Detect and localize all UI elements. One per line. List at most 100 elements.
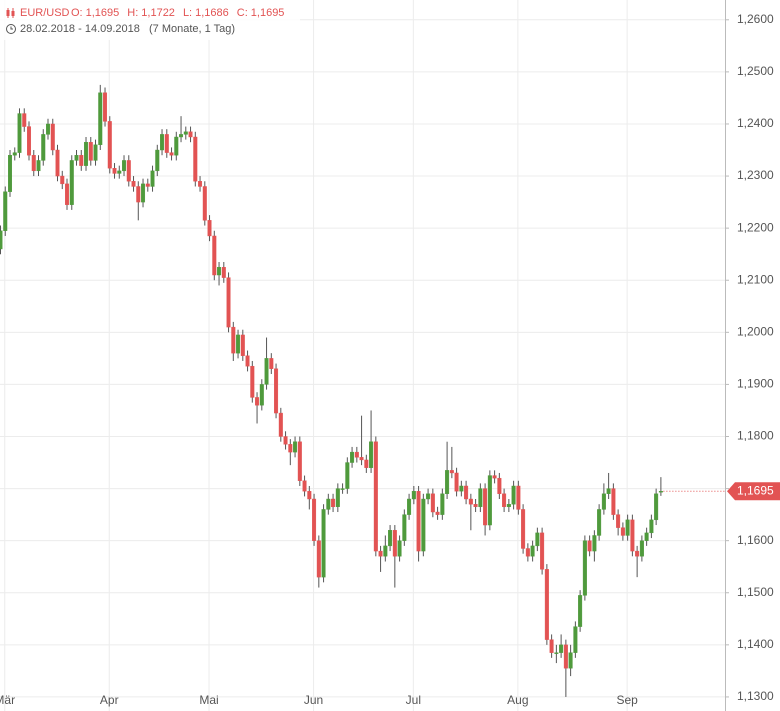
candle-body	[521, 509, 526, 549]
candle-body	[65, 183, 70, 205]
candle-body	[350, 451, 355, 463]
candle-body	[84, 141, 89, 166]
candle-body	[563, 644, 568, 669]
candle-body	[41, 134, 46, 161]
candle-body	[407, 498, 412, 515]
date-range: 28.02.2018 - 14.09.2018	[20, 23, 140, 35]
candle-body	[160, 134, 165, 151]
candle-body	[335, 488, 340, 508]
candle-body	[55, 149, 60, 177]
candle-body	[544, 569, 549, 640]
candle-body	[416, 490, 421, 552]
candle-body	[316, 540, 321, 578]
candle-body	[283, 436, 288, 445]
candle-body	[639, 540, 644, 557]
candle-body	[236, 334, 241, 354]
candle-body	[402, 514, 407, 541]
candle-body	[535, 532, 540, 547]
x-tick-label: Apr	[100, 693, 119, 707]
candle-body	[8, 155, 13, 192]
candle-body	[117, 170, 122, 174]
candle-body	[378, 550, 383, 557]
candle-body	[578, 595, 583, 627]
candle-body	[435, 511, 440, 515]
candle-body	[307, 490, 312, 500]
x-tick-label: Jul	[406, 693, 421, 707]
y-tick-label: 1,2600	[737, 12, 774, 26]
candle-body	[74, 155, 79, 161]
candle-body	[136, 186, 141, 203]
candle-body	[155, 149, 160, 172]
candle-body	[473, 504, 478, 508]
candle-body	[321, 509, 326, 578]
symbol: EUR/USD	[20, 7, 70, 19]
candle-body	[212, 235, 217, 276]
y-tick-label: 1,1800	[737, 429, 774, 443]
last-price-tag	[727, 482, 780, 501]
candle-body	[426, 493, 431, 500]
candle-body	[79, 155, 84, 166]
candle-body	[549, 639, 554, 653]
candle-body	[131, 181, 136, 187]
candle-body	[383, 545, 388, 557]
candle-body	[164, 134, 169, 153]
candle-body	[231, 326, 236, 354]
candle-body	[293, 441, 298, 453]
y-tick-label: 1,2300	[737, 168, 774, 182]
candle-body	[274, 368, 279, 414]
candle-body	[331, 498, 336, 508]
candle-body	[12, 152, 17, 156]
ohlc-value: 1,1695	[86, 7, 120, 19]
y-tick-label: 1,1300	[737, 689, 774, 703]
x-tick-label: Sep	[616, 693, 638, 707]
candle-body	[88, 141, 93, 161]
candle-body	[464, 485, 469, 500]
y-tick-label: 1,2400	[737, 116, 774, 130]
candle-body	[297, 441, 302, 481]
candle-body	[364, 459, 369, 468]
candle-body	[226, 277, 231, 328]
candle-body	[568, 652, 573, 669]
candle-body	[188, 131, 193, 138]
candle-body	[468, 498, 473, 505]
candle-body	[440, 493, 445, 515]
candle-body	[388, 530, 393, 547]
candle-body	[506, 504, 511, 508]
candle-body	[502, 493, 507, 508]
candle-body	[511, 485, 516, 505]
ohlc-label: C:	[237, 7, 248, 19]
candle-body	[573, 626, 578, 653]
duration: (7 Monate, 1 Tag)	[149, 23, 235, 35]
candle-body	[559, 644, 564, 653]
candle-body	[183, 131, 188, 135]
candle-body	[312, 498, 317, 541]
candle-body	[421, 498, 426, 552]
candle-body	[516, 485, 521, 510]
candle-body	[616, 514, 621, 528]
x-tick-label: Mär	[0, 693, 15, 707]
candle-body	[430, 493, 435, 513]
y-tick-label: 1,2100	[737, 272, 774, 286]
candle-body	[93, 144, 98, 161]
candle-body	[445, 470, 450, 494]
candle-body	[112, 168, 117, 174]
candle-body	[611, 488, 616, 515]
candle-body	[50, 123, 55, 151]
y-tick-label: 1,1400	[737, 637, 774, 651]
candle-body	[141, 183, 146, 203]
candle-body	[359, 457, 364, 461]
candle-body	[340, 488, 345, 490]
x-tick-label: Aug	[507, 693, 528, 707]
grid	[0, 0, 725, 711]
candle-body	[245, 355, 250, 367]
ohlc-label: L:	[183, 7, 192, 19]
clock-icon	[6, 24, 16, 34]
candle-body	[454, 472, 459, 492]
candle-body	[259, 384, 264, 406]
candle-body	[126, 160, 131, 182]
header-ohlc: O: 1,1695 H: 1,1722 L: 1,1686 C: 1,1695	[71, 7, 284, 19]
candle-body	[525, 548, 530, 557]
candle-body	[69, 160, 74, 205]
candle-body	[250, 365, 255, 398]
candle-body	[592, 535, 597, 552]
